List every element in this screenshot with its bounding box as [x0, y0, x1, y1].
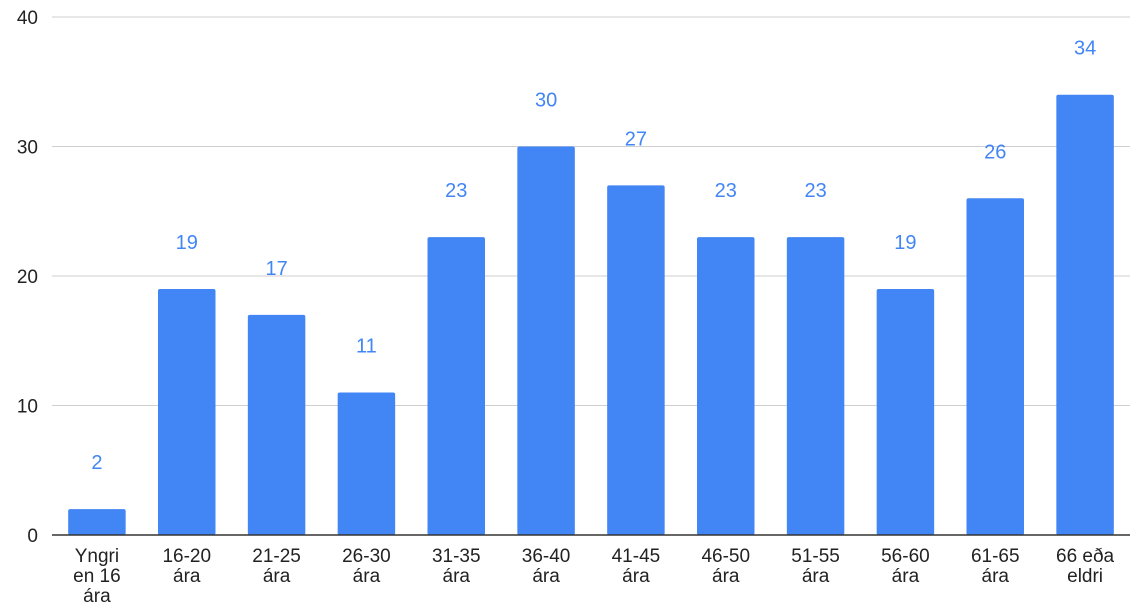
y-tick-label: 0 — [27, 526, 38, 547]
bar-7 — [697, 237, 755, 535]
x-tick-label: 51-55 — [791, 546, 840, 567]
x-tick-label: eldri — [1067, 566, 1103, 587]
data-labels: 2 19 17 11 23 30 27 23 23 19 26 34 — [91, 38, 1096, 474]
y-tick-label: 40 — [17, 8, 38, 29]
data-label: 34 — [1074, 38, 1096, 60]
x-tick-label: ára — [802, 566, 830, 587]
x-tick-label: ára — [892, 566, 920, 587]
data-label: 11 — [356, 336, 377, 358]
bar-10 — [966, 198, 1024, 536]
x-tick-label: en 16 — [73, 566, 121, 587]
data-label: 26 — [984, 141, 1006, 163]
x-tick-label: ára — [712, 566, 740, 587]
x-tick-label: 21-25 — [252, 546, 301, 567]
x-tick-label: ára — [443, 566, 471, 587]
data-label: 23 — [445, 180, 467, 202]
bar-3 — [337, 392, 396, 535]
y-tick-label: 20 — [17, 267, 38, 288]
y-tick-label: 30 — [17, 138, 38, 159]
bars — [68, 94, 1114, 536]
x-tick-label: 31-35 — [432, 546, 481, 567]
x-tick-label: 41-45 — [612, 546, 661, 567]
x-tick-label: 56-60 — [881, 546, 930, 567]
data-label: 23 — [715, 180, 737, 202]
data-label: 19 — [176, 232, 198, 254]
data-label: 23 — [804, 180, 826, 202]
x-tick-label: Yngri — [75, 546, 119, 567]
x-tick-label: 66 eða — [1056, 546, 1115, 567]
x-tick-label: 16-20 — [162, 546, 211, 567]
data-label: 2 — [91, 452, 102, 474]
bar-9 — [876, 288, 935, 535]
bar-5 — [517, 146, 575, 535]
data-label: 27 — [625, 128, 647, 150]
bar-11 — [1056, 94, 1114, 535]
data-label: 19 — [894, 232, 916, 254]
x-tick-label: ára — [622, 566, 650, 587]
bar-1 — [158, 288, 216, 535]
bar-0 — [68, 509, 126, 535]
y-tick-label: 10 — [17, 397, 38, 418]
x-tick-label: ára — [982, 566, 1010, 587]
bar-8 — [786, 237, 845, 535]
x-tick-label: 26-30 — [342, 546, 391, 567]
data-label: 30 — [535, 90, 557, 112]
y-axis-ticks: 0 10 20 30 40 — [17, 8, 38, 547]
x-tick-label: 36-40 — [522, 546, 571, 567]
bar-4 — [427, 237, 485, 535]
x-tick-label: ára — [532, 566, 560, 587]
data-label: 17 — [265, 258, 287, 280]
gridlines — [52, 16, 1130, 406]
bar-6 — [607, 185, 665, 535]
x-tick-label: ára — [353, 566, 381, 587]
x-tick-label: ára — [263, 566, 291, 587]
x-tick-label: ára — [83, 586, 111, 607]
x-tick-label: 61-65 — [971, 546, 1020, 567]
x-tick-label: ára — [173, 566, 201, 587]
x-tick-label: 46-50 — [701, 546, 750, 567]
bar-2 — [247, 314, 306, 535]
